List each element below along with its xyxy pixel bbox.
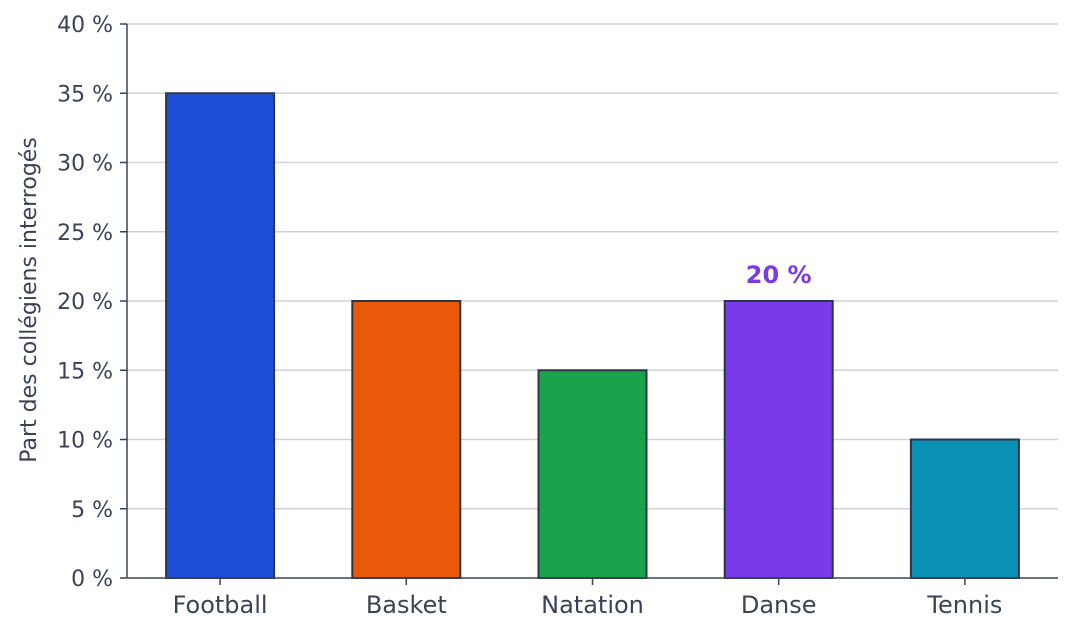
bar-tennis	[909, 438, 1020, 579]
x-tick-label: Danse	[741, 591, 817, 619]
y-tick-label: 25 %	[57, 221, 113, 246]
label-layer: 0 % 5 % 10 % 15 % 20 % 25 % 30 % 35 % 40 % Footba…	[57, 13, 1002, 619]
y-axis-title: Part des collégiens interrogés	[17, 137, 42, 463]
y-tick-label: 5 %	[71, 498, 113, 523]
data-label: 20 %	[746, 261, 812, 289]
y-tick-label: 15 %	[57, 359, 113, 384]
y-tick-label: 40 %	[57, 13, 113, 38]
y-tick-label: 0 %	[71, 567, 113, 592]
x-tick-label: Natation	[541, 591, 644, 619]
bar-danse	[723, 300, 834, 579]
axis-layer	[120, 23, 1058, 585]
y-tick-label: 30 %	[57, 152, 113, 177]
bar-basket	[351, 300, 462, 579]
x-tick-label: Basket	[366, 591, 447, 619]
bar-natation	[537, 369, 648, 579]
bar-football	[165, 92, 276, 579]
y-tick-label: 20 %	[57, 290, 113, 315]
y-tick-label: 35 %	[57, 82, 113, 107]
y-tick-label: 10 %	[57, 429, 113, 454]
bar-layer	[165, 92, 1020, 579]
x-tick-label: Tennis	[926, 591, 1002, 619]
x-tick-label: Football	[173, 591, 268, 619]
